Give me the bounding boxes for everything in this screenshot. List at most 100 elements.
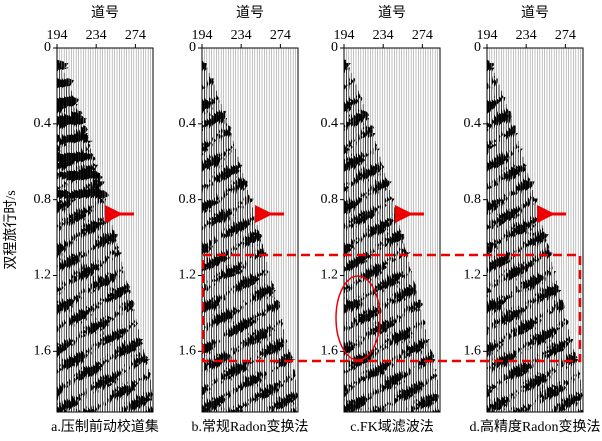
y-tick-label: 0.4 — [179, 116, 197, 131]
wiggle — [546, 243, 552, 412]
wiggle — [367, 118, 373, 412]
wiggle — [240, 164, 246, 412]
wiggle — [406, 252, 412, 412]
caption: a.压制前动校道集 — [51, 418, 159, 435]
wiggle — [348, 67, 353, 412]
y-tick-label: 0 — [331, 40, 338, 55]
wiggle — [114, 234, 119, 412]
frame — [486, 47, 584, 413]
y-tick-label: 0 — [44, 40, 51, 55]
y-tick-label: 0.8 — [179, 192, 197, 207]
highlight-box — [201, 253, 582, 363]
panel: 194 234 274 道号 0 0.4 0.8 1.2 1.6 双程旅行时/s a.压制前动校道集 — [3, 5, 159, 435]
wiggle — [561, 299, 565, 412]
wiggle — [97, 172, 104, 412]
x-axis-label: 道号 — [91, 5, 119, 21]
y-tick-label: 0.8 — [34, 192, 52, 207]
wiggle — [109, 216, 114, 412]
wiggle — [382, 164, 387, 412]
y-tick-label: 1.6 — [321, 344, 339, 359]
wiggle — [418, 299, 424, 412]
y-tick-label: 0.8 — [321, 192, 339, 207]
x-axis-label: 道号 — [378, 5, 406, 21]
y-tick-label: 1.6 — [464, 344, 482, 359]
wiggle — [365, 110, 370, 412]
x-tick-label: 234 — [231, 28, 252, 43]
wiggle — [396, 216, 402, 412]
wiggle — [532, 190, 538, 412]
wiggle — [80, 118, 89, 412]
wiggle — [401, 234, 406, 412]
x-tick-label: 234 — [373, 28, 394, 43]
wiggle — [415, 290, 420, 412]
wiggle — [394, 207, 399, 412]
x-tick-label: 274 — [555, 28, 576, 43]
wiggle — [95, 164, 101, 412]
wiggle — [295, 379, 298, 412]
wiggle — [225, 118, 231, 412]
y-tick-label: 0.8 — [464, 192, 482, 207]
x-tick-label: 274 — [270, 28, 291, 43]
wiggle — [264, 252, 269, 412]
gather — [344, 48, 440, 412]
wiggle — [389, 190, 393, 412]
wiggle — [57, 59, 65, 412]
wiggle — [544, 234, 550, 412]
gather — [487, 48, 583, 412]
wiggle — [145, 359, 151, 412]
wiggle — [434, 369, 439, 412]
frame — [56, 47, 154, 413]
frame — [343, 47, 441, 413]
caption: c.FK域滤波法 — [350, 419, 434, 435]
wiggle — [346, 63, 352, 412]
y-tick-label: 0.4 — [321, 116, 339, 131]
wiggle — [128, 290, 133, 412]
wiggle — [384, 173, 390, 412]
wiggle — [386, 181, 392, 412]
x-tick-label: 234 — [86, 28, 107, 43]
wiggle — [422, 318, 427, 412]
wiggle — [489, 63, 494, 412]
wiggle — [292, 369, 296, 412]
wiggle — [553, 271, 559, 412]
x-axis-label: 道号 — [521, 5, 549, 21]
wiggle — [493, 72, 499, 412]
wiggle — [223, 110, 228, 412]
panel: 194 234 274 道号 0 0.4 0.8 1.2 1.6 b.常规Radon变换法 — [179, 5, 309, 435]
wiggle — [505, 104, 511, 412]
wiggle — [398, 225, 404, 412]
x-tick-label: 234 — [516, 28, 537, 43]
wiggle — [247, 190, 252, 412]
wiggle — [259, 234, 263, 412]
panel: 194 234 274 道号 0 0.4 0.8 1.2 1.6 d.高精度Radon变换法 — [464, 5, 601, 435]
wiggle — [487, 59, 492, 412]
wiggle — [66, 78, 75, 412]
wiggle — [582, 389, 583, 412]
y-axis-label: 双程旅行时/s — [3, 190, 19, 269]
wiggle — [496, 78, 501, 412]
wiggle — [568, 329, 572, 412]
x-tick-label: 194 — [47, 28, 68, 43]
caption: d.高精度Radon变换法 — [469, 418, 600, 435]
wiggle — [508, 110, 513, 412]
wiggle — [152, 390, 153, 412]
y-tick-label: 1.2 — [34, 268, 52, 283]
wiggle — [102, 189, 109, 412]
wiggle — [116, 243, 122, 412]
x-tick-label: 194 — [192, 28, 213, 43]
wiggle — [273, 290, 279, 412]
gather — [202, 48, 298, 412]
wiggle — [353, 78, 359, 412]
wiggle — [510, 118, 516, 412]
frame — [201, 47, 299, 413]
wiggle — [403, 243, 409, 412]
wiggle — [551, 261, 556, 412]
wiggle — [534, 198, 540, 412]
x-tick-label: 194 — [334, 28, 355, 43]
caption: b.常规Radon变换法 — [191, 418, 308, 435]
wiggle — [131, 299, 136, 412]
wiggle — [525, 164, 530, 412]
wiggle — [344, 59, 349, 412]
wiggle — [437, 379, 440, 412]
